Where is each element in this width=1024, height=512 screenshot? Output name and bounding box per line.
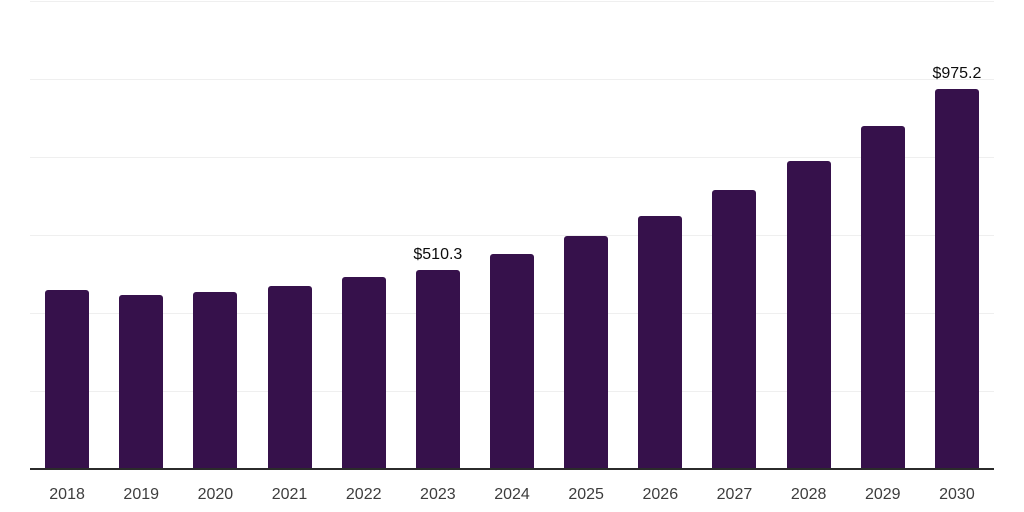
x-tick-label-2025: 2025 bbox=[568, 486, 604, 503]
x-tick-label-2028: 2028 bbox=[790, 486, 827, 503]
x-tick-label-2029: 2029 bbox=[864, 486, 901, 503]
bar-value-label-2023: $510.3 bbox=[413, 245, 463, 263]
x-tick-label-2021: 2021 bbox=[271, 486, 308, 503]
bar-2027 bbox=[712, 190, 757, 469]
bar-2021 bbox=[267, 285, 312, 469]
gridline-600 bbox=[30, 234, 994, 236]
bar-2020 bbox=[193, 291, 238, 469]
bar-value-label-2030: $975.2 bbox=[932, 64, 982, 82]
x-tick-label-2022: 2022 bbox=[345, 486, 382, 503]
bar-2023 bbox=[415, 269, 460, 469]
bar-2018 bbox=[45, 290, 90, 469]
bar-2019 bbox=[119, 295, 164, 469]
bar-2022 bbox=[341, 276, 386, 469]
bar-2026 bbox=[638, 215, 683, 469]
bar-2025 bbox=[564, 236, 609, 469]
x-tick-label-2027: 2027 bbox=[716, 486, 753, 503]
x-tick-label-2023: 2023 bbox=[420, 486, 456, 503]
x-tick-label-2026: 2026 bbox=[642, 486, 679, 503]
bar-2024 bbox=[490, 253, 534, 469]
x-axis-line bbox=[30, 468, 994, 470]
bar-2029 bbox=[860, 125, 905, 469]
bar-2030 bbox=[934, 88, 979, 469]
x-tick-label-2030: 2030 bbox=[939, 486, 975, 503]
x-tick-label-2020: 2020 bbox=[197, 486, 234, 503]
gridline-800 bbox=[30, 156, 994, 158]
gridline-1000 bbox=[30, 78, 994, 80]
gridline-1200 bbox=[30, 0, 994, 2]
x-tick-label-2024: 2024 bbox=[494, 486, 530, 503]
x-tick-label-2019: 2019 bbox=[123, 486, 160, 503]
bar-2028 bbox=[786, 160, 831, 469]
x-tick-label-2018: 2018 bbox=[49, 486, 85, 503]
